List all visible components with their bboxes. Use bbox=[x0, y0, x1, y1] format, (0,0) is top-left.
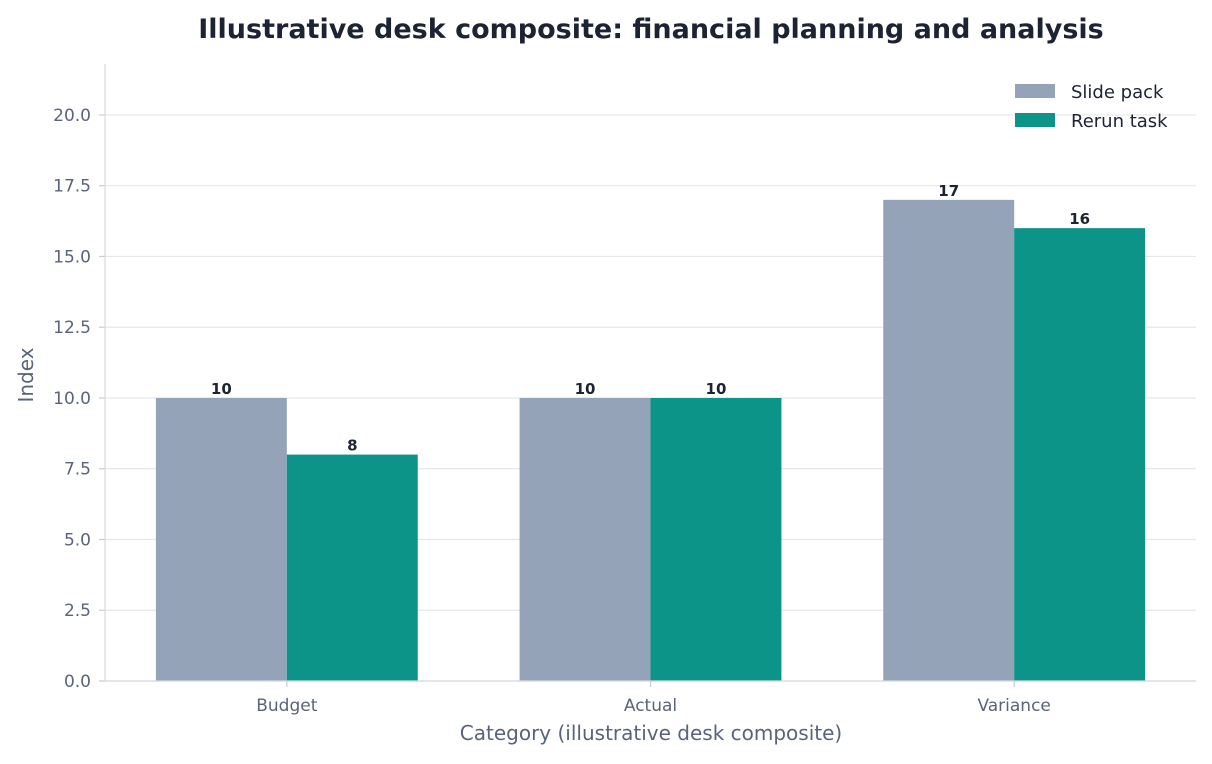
bar bbox=[883, 199, 1015, 681]
bar-value-label: 8 bbox=[347, 437, 357, 455]
bar-value-label: 10 bbox=[706, 380, 727, 398]
y-tick-label: 2.5 bbox=[64, 601, 91, 621]
bar-value-label: 17 bbox=[938, 182, 959, 200]
y-tick-label: 0.0 bbox=[64, 672, 91, 692]
x-tick-label: Budget bbox=[256, 696, 317, 716]
legend-swatch bbox=[1015, 84, 1055, 98]
legend-label: Slide pack bbox=[1071, 82, 1164, 103]
bar bbox=[1014, 228, 1146, 682]
bar-value-label: 10 bbox=[211, 380, 232, 398]
x-axis-title: Category (illustrative desk composite) bbox=[460, 721, 842, 745]
bar-value-label: 16 bbox=[1069, 210, 1090, 228]
chart-title: Illustrative desk composite: financial p… bbox=[198, 14, 1103, 45]
legend-swatch bbox=[1015, 113, 1055, 127]
y-tick-label: 12.5 bbox=[53, 318, 91, 338]
y-tick-label: 7.5 bbox=[64, 460, 91, 480]
data-labels: 10 8 10 10 17 16 bbox=[211, 182, 1090, 455]
y-tick-label: 5.0 bbox=[64, 530, 91, 550]
y-tick-label: 17.5 bbox=[53, 177, 91, 197]
bar bbox=[519, 397, 651, 681]
y-axis-title: Index bbox=[14, 347, 38, 402]
x-tick-label: Variance bbox=[977, 696, 1050, 716]
y-tick-label: 20.0 bbox=[53, 106, 91, 126]
y-tick-label: 15.0 bbox=[53, 247, 91, 267]
bars bbox=[155, 199, 1146, 682]
y-tick-label: 10.0 bbox=[53, 389, 91, 409]
bar bbox=[286, 454, 418, 681]
axes: 0.0 2.5 5.0 7.5 10.0 12.5 15.0 17.5 20.0 Budget Ac… bbox=[53, 64, 1196, 716]
bar bbox=[650, 397, 782, 681]
legend: Slide pack Rerun task bbox=[1015, 82, 1168, 132]
legend-label: Rerun task bbox=[1071, 111, 1168, 132]
bar bbox=[155, 397, 287, 681]
x-tick-label: Actual bbox=[624, 696, 677, 716]
bar-value-label: 10 bbox=[575, 380, 596, 398]
